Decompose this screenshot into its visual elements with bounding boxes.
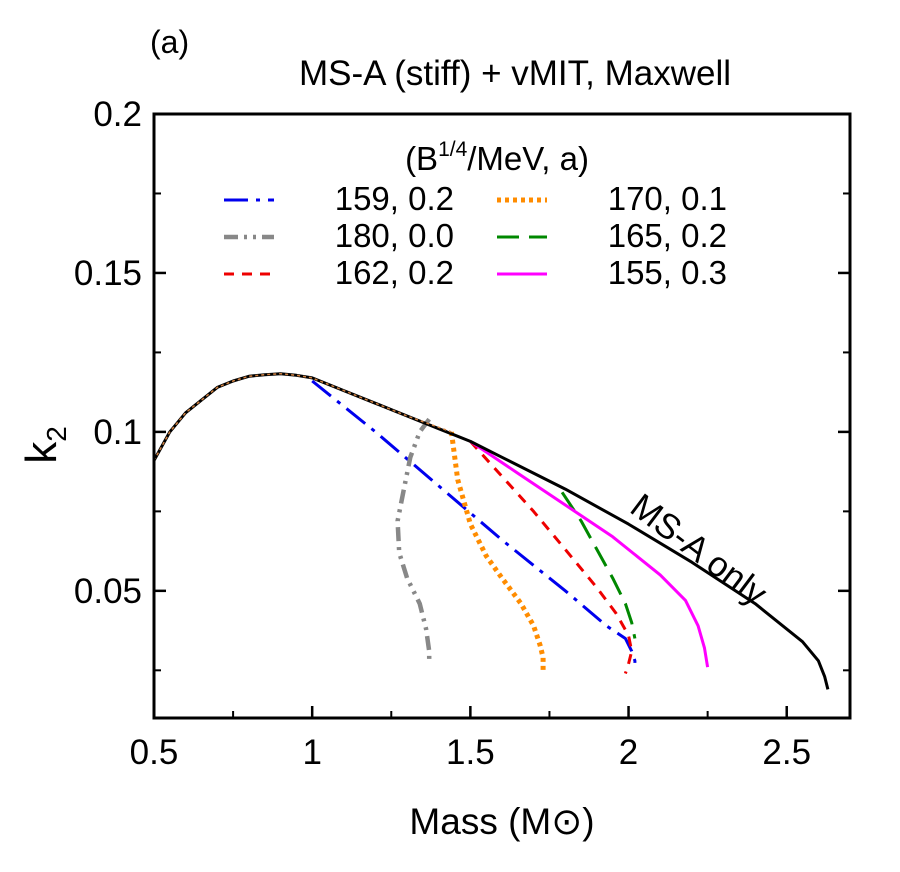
x-tick-label: 2.5: [762, 733, 811, 772]
y-axis-label: k2: [17, 426, 72, 464]
y-axis-label-main: k: [17, 441, 66, 464]
series-layer: [152, 372, 830, 690]
y-tick-label: 0.05: [74, 572, 142, 611]
chart-title: MS-A (stiff) + vMIT, Maxwell: [299, 54, 731, 93]
x-axis-label: Mass (M⊙): [409, 801, 594, 842]
legend-title-prefix: (B: [405, 140, 438, 177]
legend-label: 165, 0.2: [608, 217, 727, 254]
y-tick-label: 0.2: [93, 95, 142, 134]
panel-label: (a): [150, 24, 189, 60]
x-tick-label: 1.5: [446, 733, 495, 772]
legend-label: 162, 0.2: [335, 254, 454, 291]
legend-label: 159, 0.2: [335, 180, 454, 217]
plot-frame: [152, 112, 852, 720]
y-tick-label: 0.1: [93, 413, 142, 452]
y-axis-label-subscript: 2: [41, 426, 72, 442]
legend-title-suffix: /MeV, a): [467, 140, 589, 177]
y-tick-label: 0.15: [74, 254, 142, 293]
legend-label: 180, 0.0: [335, 217, 454, 254]
series-line-2: [469, 440, 634, 674]
x-tick-label: 1: [302, 733, 321, 772]
series-line-4: [560, 491, 637, 639]
series-line-5: [469, 440, 710, 668]
series-line-0: [311, 379, 637, 671]
x-tick-label: 0.5: [130, 733, 179, 772]
legend-label: 155, 0.3: [608, 254, 727, 291]
legend-title: (B1/4/MeV, a): [405, 138, 589, 177]
legend-title-superscript: 1/4: [438, 138, 468, 161]
series-line-7: [153, 372, 452, 461]
series-line-3: [448, 431, 546, 671]
legend-label: 170, 0.1: [608, 180, 727, 217]
x-tick-label: 2: [619, 733, 638, 772]
series-line-1: [395, 417, 432, 664]
axis-ticks: 0.5 1 1.5 2 2.5 0.05 0.1 0.15 0.2: [74, 95, 850, 772]
ms-a-only-annotation: MS-A only: [623, 486, 774, 613]
